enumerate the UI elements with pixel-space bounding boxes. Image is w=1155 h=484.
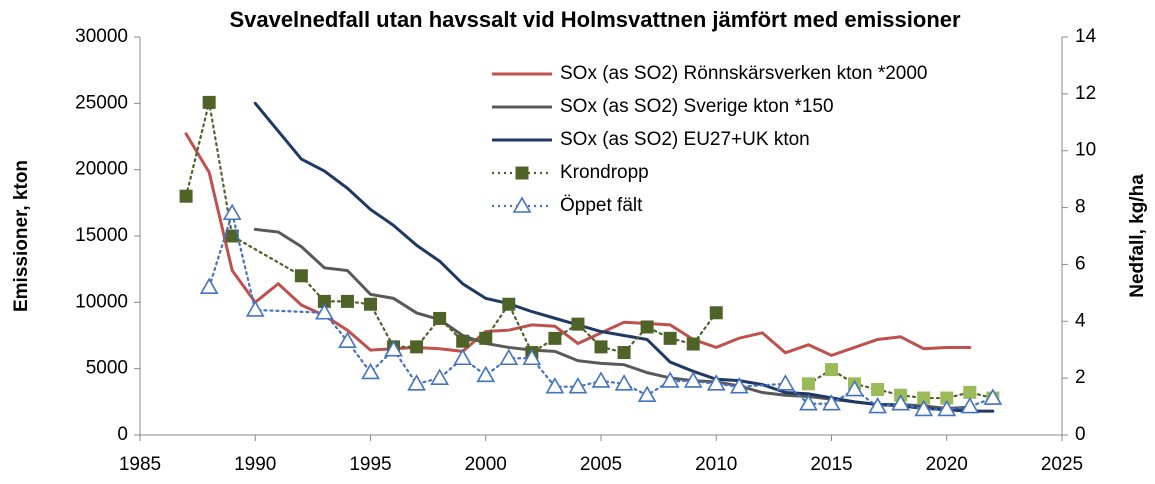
- y2-tick-label: 6: [1075, 253, 1086, 274]
- data-point: [960, 396, 980, 414]
- data-point: [522, 348, 542, 366]
- data-point: [407, 374, 426, 391]
- y-tick-label: 25000: [75, 92, 128, 113]
- y-tick-label: 0: [117, 424, 128, 445]
- data-point: [364, 297, 377, 311]
- data-point: [361, 362, 380, 380]
- data-point: [799, 394, 818, 411]
- x-tick-label: 2015: [810, 454, 852, 475]
- x-tick-label: 2020: [926, 454, 968, 475]
- data-point: [545, 377, 565, 394]
- legend-label: SOx (as SO2) Rönnskärsverken kton *2000: [560, 63, 928, 84]
- series-line: [253, 101, 995, 413]
- data-point: [914, 399, 934, 417]
- data-point: [729, 377, 749, 394]
- data-point: [709, 306, 723, 320]
- y-tick-label: 10000: [75, 291, 128, 312]
- y-tick-label: 30000: [75, 26, 128, 47]
- data-point: [617, 346, 631, 360]
- data-point: [845, 379, 864, 397]
- chart-title: Svavelnedfall utan havssalt vid Holmsvat…: [229, 7, 961, 32]
- data-point: [983, 388, 1003, 405]
- y2-tick-label: 12: [1075, 83, 1096, 104]
- data-point: [706, 374, 726, 391]
- data-point: [940, 391, 954, 405]
- data-point: [456, 334, 470, 348]
- data-point: [683, 371, 703, 388]
- legend-label: Öppet fält: [560, 195, 643, 216]
- y2-axis-label: Nedfall, kg/ha: [1127, 174, 1148, 298]
- data-point: [199, 277, 219, 294]
- data-point: [871, 383, 885, 397]
- x-tick-label: 1985: [119, 454, 161, 475]
- data-point: [294, 269, 308, 283]
- y2-tick-label: 8: [1075, 197, 1086, 218]
- data-point: [591, 371, 611, 388]
- data-point: [822, 394, 841, 411]
- data-point: [937, 399, 957, 417]
- data-point: [891, 394, 911, 411]
- x-tick-label: 2005: [580, 454, 622, 475]
- data-point: [963, 385, 977, 399]
- data-point: [571, 317, 585, 331]
- data-point: [801, 377, 815, 391]
- data-point: [548, 331, 562, 345]
- data-point: [453, 348, 473, 366]
- data-point: [479, 331, 493, 345]
- y2-tick-label: 2: [1075, 367, 1086, 388]
- data-point: [917, 391, 931, 405]
- series-line: [184, 132, 972, 358]
- x-tick-label: 2000: [465, 454, 507, 475]
- data-point: [776, 374, 795, 391]
- y2-tick-label: 10: [1075, 140, 1096, 161]
- data-point: [868, 396, 887, 414]
- legend-marker: [515, 166, 529, 180]
- y-axis-label: Emissioner, kton: [11, 160, 32, 312]
- data-point: [315, 303, 334, 320]
- data-point: [476, 365, 496, 383]
- x-tick-label: 1990: [234, 454, 276, 475]
- data-point: [568, 377, 588, 394]
- data-point: [202, 95, 216, 109]
- x-tick-label: 1995: [349, 454, 391, 475]
- data-point: [637, 385, 657, 402]
- x-tick-label: 2010: [695, 454, 737, 475]
- data-point: [225, 229, 239, 243]
- data-point: [340, 294, 354, 308]
- data-point: [499, 348, 519, 366]
- data-point: [660, 371, 680, 388]
- data-point: [245, 300, 265, 317]
- y2-tick-label: 4: [1075, 310, 1086, 331]
- y-tick-label: 20000: [75, 159, 128, 180]
- data-point: [384, 340, 403, 357]
- y-tick-label: 15000: [75, 225, 128, 246]
- data-point: [338, 331, 357, 348]
- data-point: [430, 368, 450, 385]
- data-point: [317, 294, 331, 308]
- data-point: [663, 331, 677, 345]
- series-line: [185, 102, 718, 355]
- data-point: [222, 203, 242, 221]
- y-tick-label: 5000: [86, 358, 128, 379]
- legend-label: Krondropp: [560, 162, 649, 183]
- data-point: [594, 340, 608, 354]
- legend-label: SOx (as SO2) EU27+UK kton: [560, 129, 810, 150]
- data-point: [410, 340, 424, 354]
- y2-tick-label: 14: [1075, 26, 1097, 47]
- data-point: [433, 311, 447, 325]
- legend-marker: [512, 196, 532, 213]
- data-point: [686, 337, 700, 351]
- y2-tick-label: 0: [1075, 424, 1086, 445]
- data-point: [502, 297, 516, 311]
- data-point: [614, 374, 634, 391]
- series-line: [208, 209, 994, 411]
- data-point: [825, 363, 838, 377]
- data-point: [640, 320, 654, 334]
- data-point: [179, 189, 193, 203]
- x-tick-label: 2025: [1041, 454, 1083, 475]
- legend-label: SOx (as SO2) Sverige kton *150: [560, 96, 834, 117]
